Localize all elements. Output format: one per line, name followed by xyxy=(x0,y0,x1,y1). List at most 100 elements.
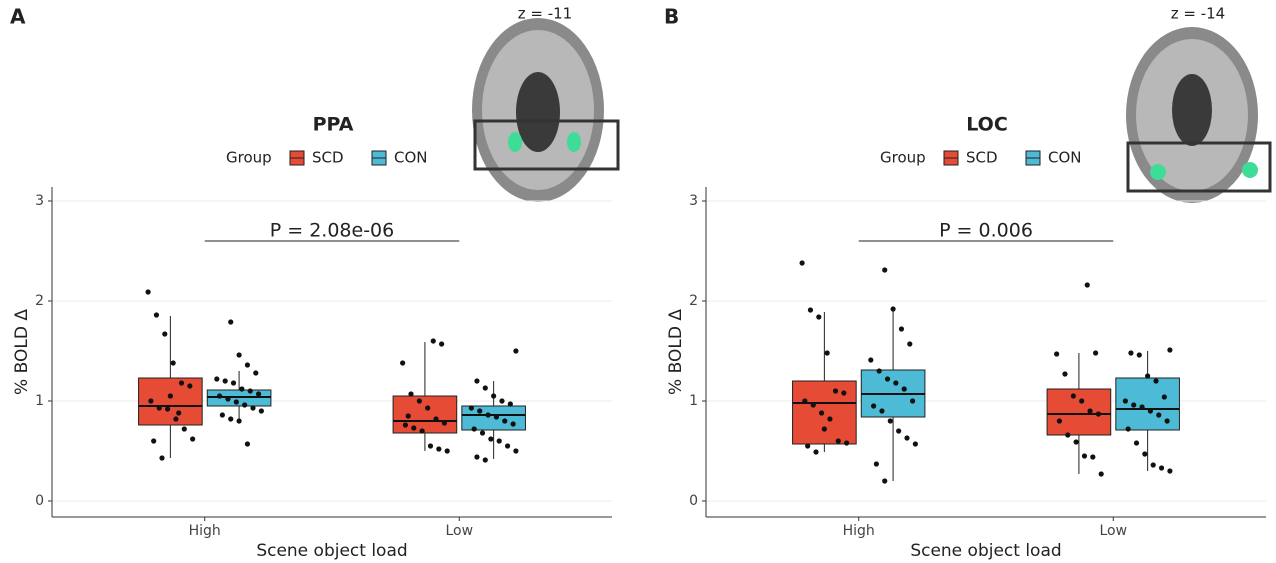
data-point xyxy=(1084,282,1090,288)
data-point xyxy=(427,443,434,449)
data-point xyxy=(255,391,262,397)
data-point xyxy=(219,412,225,418)
data-point xyxy=(1131,402,1137,408)
data-point xyxy=(258,408,264,414)
data-point xyxy=(805,443,811,449)
data-point xyxy=(430,338,436,344)
chart-title: LOC xyxy=(966,114,1008,136)
data-point xyxy=(405,413,411,419)
data-point xyxy=(1079,398,1085,404)
box xyxy=(792,380,857,445)
data-point xyxy=(479,430,486,436)
data-point xyxy=(400,360,406,366)
data-point xyxy=(153,312,160,318)
data-point xyxy=(1095,411,1101,417)
data-point xyxy=(444,448,450,454)
data-point xyxy=(156,405,162,411)
data-point xyxy=(222,378,228,384)
data-point xyxy=(1133,440,1140,446)
data-point xyxy=(821,426,827,432)
data-point xyxy=(173,416,179,422)
data-point xyxy=(832,388,839,394)
data-point xyxy=(488,436,494,442)
data-point xyxy=(1056,418,1063,424)
brain-slice-a xyxy=(472,18,620,202)
data-point xyxy=(148,398,154,404)
data-point xyxy=(896,428,902,434)
data-point xyxy=(474,454,480,460)
slice-label: z = -11 xyxy=(518,5,572,23)
data-point xyxy=(441,420,447,426)
data-point xyxy=(242,402,248,408)
data-point xyxy=(1065,432,1071,438)
data-point xyxy=(1158,465,1165,471)
legend-title: Group xyxy=(226,149,272,167)
data-point xyxy=(250,405,256,411)
data-point xyxy=(1122,398,1128,404)
data-point xyxy=(416,398,422,404)
data-point xyxy=(477,408,483,414)
slice-label: z = -14 xyxy=(1171,5,1225,23)
data-point xyxy=(499,398,505,404)
data-point xyxy=(1147,408,1154,414)
data-point xyxy=(884,376,891,382)
data-point xyxy=(504,443,511,449)
legend-label: CON xyxy=(1048,149,1082,167)
data-point xyxy=(1153,378,1159,384)
data-point xyxy=(181,426,187,432)
data-point xyxy=(233,399,239,405)
data-point xyxy=(1145,373,1151,379)
data-point xyxy=(408,391,414,397)
data-point xyxy=(187,383,193,389)
y-tick-label: 3 xyxy=(35,193,44,209)
data-point xyxy=(425,405,431,411)
y-axis-label: % BOLD Δ xyxy=(666,309,686,395)
legend-label: SCD xyxy=(966,149,998,167)
y-tick-label: 1 xyxy=(35,393,44,409)
data-point xyxy=(879,408,885,414)
data-point xyxy=(471,426,477,432)
data-point xyxy=(898,326,905,332)
data-point xyxy=(873,461,879,467)
legend-title: Group xyxy=(880,149,926,167)
data-point xyxy=(1098,471,1104,477)
data-point xyxy=(167,393,173,399)
y-tick-label: 3 xyxy=(689,193,698,209)
data-point xyxy=(236,352,242,358)
data-point xyxy=(411,425,417,431)
data-point xyxy=(214,376,220,382)
data-point xyxy=(510,421,516,427)
box xyxy=(392,395,458,434)
data-point xyxy=(482,457,488,463)
data-point xyxy=(433,416,439,422)
data-point xyxy=(1090,454,1096,460)
y-tick-label: 1 xyxy=(689,393,698,409)
data-point xyxy=(493,414,500,420)
data-point xyxy=(868,357,874,363)
data-point xyxy=(162,331,168,337)
box xyxy=(1115,377,1180,431)
data-point xyxy=(190,436,196,442)
data-point xyxy=(882,267,888,273)
data-point xyxy=(176,410,182,416)
data-point xyxy=(1125,426,1131,432)
data-point xyxy=(810,402,816,408)
data-point xyxy=(887,418,893,424)
data-point xyxy=(1054,351,1060,357)
y-tick-label: 2 xyxy=(35,293,44,309)
data-point xyxy=(835,438,841,444)
data-point xyxy=(799,260,805,266)
brain-slice-b xyxy=(1126,27,1272,203)
x-tick-label: Low xyxy=(1099,523,1127,539)
data-point xyxy=(1156,412,1162,418)
data-point xyxy=(816,314,822,320)
data-point xyxy=(1142,451,1148,457)
data-point xyxy=(159,455,165,461)
data-point xyxy=(217,393,223,399)
data-point xyxy=(876,368,882,374)
data-point xyxy=(482,385,488,391)
data-point xyxy=(244,362,251,368)
data-point xyxy=(802,398,808,404)
chart-title: PPA xyxy=(313,114,354,136)
